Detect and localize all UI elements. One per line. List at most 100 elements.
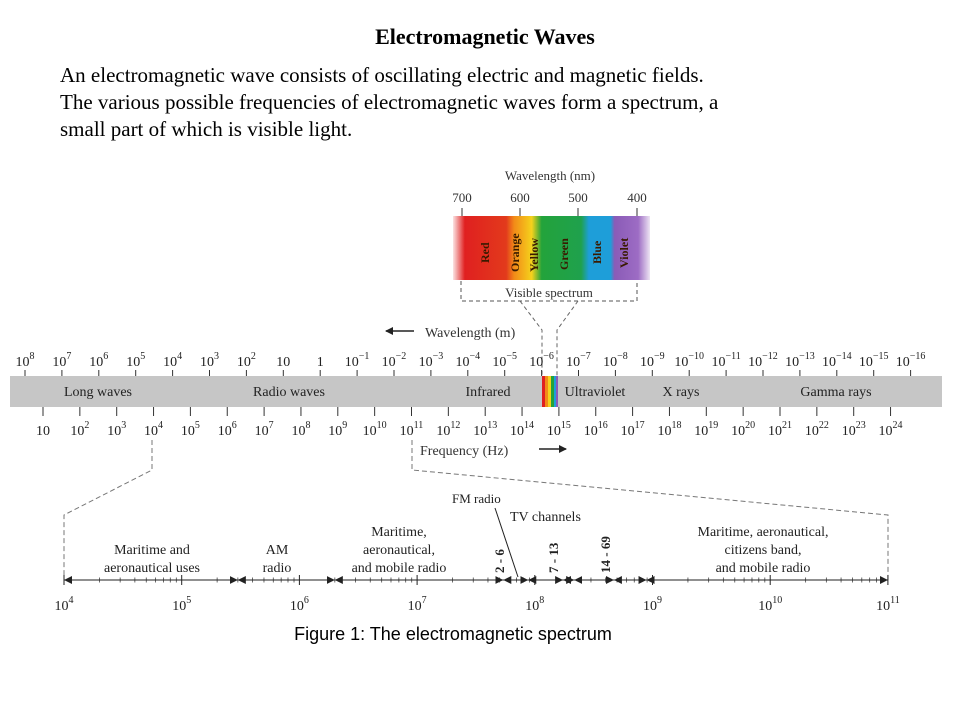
fm-pointer xyxy=(494,507,519,578)
wavelength-tick-label: 10−16 xyxy=(896,351,926,370)
band-label-infrared: Infrared xyxy=(465,385,510,400)
wavelength-tick-label: 102 xyxy=(237,351,256,370)
wavelength-tick-label: 10−1 xyxy=(345,351,370,370)
wavelength-tick-label: 103 xyxy=(200,351,219,370)
visible-tick-label: 600 xyxy=(510,190,530,205)
frequency-tick-label: 1019 xyxy=(694,420,718,439)
region-label: Maritime, xyxy=(371,525,427,540)
intro-line: An electromagnetic wave consists of osci… xyxy=(60,63,704,87)
detail-tick-label: 108 xyxy=(525,595,544,614)
frequency-tick-label: 1016 xyxy=(584,420,608,439)
channel-band-label: 2 - 6 xyxy=(492,549,507,573)
frequency-tick-label: 105 xyxy=(181,420,200,439)
visible-axis-title: Wavelength (nm) xyxy=(505,168,595,183)
tv-channels-label: TV channels xyxy=(510,510,581,525)
wavelength-tick-label: 10−2 xyxy=(382,351,407,370)
detail-tick-label: 105 xyxy=(172,595,191,614)
wavelength-tick-label: 10−9 xyxy=(640,351,665,370)
wavelength-tick-label: 10−15 xyxy=(859,351,889,370)
page-title: Electromagnetic Waves xyxy=(375,24,595,49)
frequency-tick-label: 102 xyxy=(70,420,89,439)
frequency-tick-label: 1023 xyxy=(842,420,866,439)
region-texts: Maritime and aeronautical uses AM radio … xyxy=(104,525,829,576)
band-label-ultraviolet: Ultraviolet xyxy=(565,385,626,400)
wavelength-tick-label: 10−7 xyxy=(566,351,591,370)
frequency-tick-label: 104 xyxy=(144,420,163,439)
band-label-gamma-rays: Gamma rays xyxy=(800,385,871,400)
color-label-yellow: Yellow xyxy=(527,238,541,272)
frequency-tick-label: 1010 xyxy=(363,420,387,439)
region-label: radio xyxy=(263,561,292,576)
detail-tick-label: 104 xyxy=(55,595,74,614)
frequency-axis-title: Frequency (Hz) xyxy=(420,444,509,459)
wavelength-tick-label: 10−8 xyxy=(603,351,628,370)
frequency-tick-label: 1012 xyxy=(436,420,460,439)
wavelength-tick-label: 10−13 xyxy=(785,351,815,370)
detail-tick-label: 106 xyxy=(290,595,309,614)
visible-tick-label: 400 xyxy=(627,190,647,205)
frequency-tick-label: 1021 xyxy=(768,420,792,439)
wavelength-tick-label: 10−14 xyxy=(822,351,852,370)
spectrum-bar xyxy=(10,376,942,407)
visible-color-labels: Red Orange Yellow Green Blue Violet xyxy=(478,233,631,272)
figure-caption: Figure 1: The electromagnetic spectrum xyxy=(294,624,612,644)
frequency-tick-label: 1017 xyxy=(621,420,645,439)
tv-channel-band-labels: 2 - 6 7 - 13 14 - 69 xyxy=(492,536,613,573)
channel-band-label: 14 - 69 xyxy=(598,536,613,573)
region-label: AM xyxy=(266,543,289,558)
band-labels: Long waves Radio waves Infrared Ultravio… xyxy=(64,385,872,400)
wavelength-tick-label: 10−3 xyxy=(419,351,444,370)
wavelength-tick-label: 1 xyxy=(317,355,324,370)
frequency-tick-marks xyxy=(42,407,892,416)
detail-tick-label: 1011 xyxy=(876,595,900,614)
band-label-radio-waves: Radio waves xyxy=(253,385,325,400)
frequency-tick-label: 107 xyxy=(255,420,274,439)
frequency-tick-label: 103 xyxy=(107,420,126,439)
wavelength-tick-label: 106 xyxy=(89,351,108,370)
frequency-tick-label: 1024 xyxy=(879,420,903,439)
wavelength-tick-label: 10−6 xyxy=(529,351,554,370)
wavelength-tick-labels: 108 107 106 105 104 103 102 10 1 10−1 10−2 10−3 10−4… xyxy=(16,351,926,370)
frequency-tick-label: 1020 xyxy=(731,420,755,439)
wavelength-tick-label: 105 xyxy=(126,351,145,370)
intro-line: small part of which is visible light. xyxy=(60,117,353,141)
color-label-violet: Violet xyxy=(617,238,631,268)
color-label-red: Red xyxy=(478,242,492,263)
color-label-blue: Blue xyxy=(590,240,604,264)
frequency-tick-label: 109 xyxy=(328,420,347,439)
color-label-orange: Orange xyxy=(508,233,522,272)
wavelength-tick-label: 10 xyxy=(276,355,290,370)
intro-line: The various possible frequencies of elec… xyxy=(60,90,719,114)
visible-tick-label: 500 xyxy=(568,190,588,205)
detail-tick-label: 107 xyxy=(408,595,427,614)
wavelength-tick-label: 104 xyxy=(163,351,182,370)
visible-tick-label: 700 xyxy=(452,190,472,205)
color-label-green: Green xyxy=(557,238,571,270)
visible-bracket xyxy=(460,281,638,302)
detail-axis: 104 105 106 107 108 109 1010 1011 xyxy=(55,575,900,614)
frequency-tick-labels: 10 102 103 104 105 106 107 108 109 1010 1011 1012 10… xyxy=(36,420,903,439)
visible-ticks: 700 600 500 400 xyxy=(452,190,647,205)
detail-zoom-lines xyxy=(63,440,889,580)
detail-tick-label: 1010 xyxy=(758,595,782,614)
visible-tick-marks xyxy=(461,208,638,216)
frequency-tick-label: 1022 xyxy=(805,420,829,439)
fm-radio-label: FM radio xyxy=(452,491,501,506)
wavelength-axis-title: Wavelength (m) xyxy=(425,326,516,341)
frequency-tick-label: 1011 xyxy=(400,420,424,439)
region-label: citizens band, xyxy=(725,543,802,558)
wavelength-tick-label: 10−4 xyxy=(455,351,480,370)
intro-paragraph: An electromagnetic wave consists of osci… xyxy=(60,62,940,143)
wavelength-tick-label: 10−10 xyxy=(674,351,704,370)
frequency-tick-label: 106 xyxy=(218,420,237,439)
region-label: Maritime and xyxy=(114,543,190,558)
visible-zoom-lines xyxy=(519,300,579,377)
frequency-tick-label: 1014 xyxy=(510,420,534,439)
visible-spectrum-bar xyxy=(453,216,650,280)
band-label-x-rays: X rays xyxy=(663,385,700,400)
region-label: Maritime, aeronautical, xyxy=(698,525,829,540)
channel-band-label: 7 - 13 xyxy=(546,542,561,573)
wavelength-tick-label: 10−11 xyxy=(711,351,740,370)
region-label: aeronautical uses xyxy=(104,561,200,576)
